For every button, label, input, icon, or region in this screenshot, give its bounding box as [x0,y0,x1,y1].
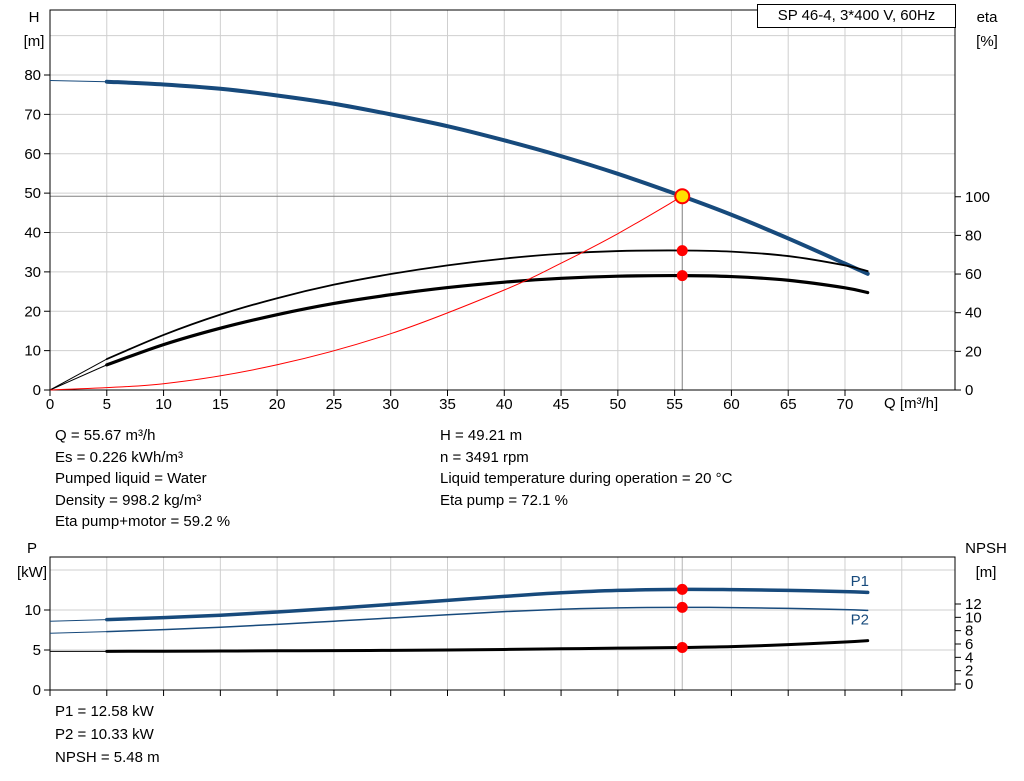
eta-axis-label-line1: eta [976,9,998,26]
svg-text:80: 80 [24,67,41,84]
svg-text:6: 6 [965,636,973,653]
q-axis-label: Q [m³/h] [884,395,939,412]
p-axis-label-line1: P [26,540,37,557]
h-axis-label-line2: [m] [23,33,45,50]
svg-text:0: 0 [46,396,54,413]
svg-text:4: 4 [965,649,973,666]
svg-text:12: 12 [965,596,982,613]
svg-text:45: 45 [553,396,570,413]
p-axis-label-line2: [kW] [17,564,47,581]
svg-text:40: 40 [965,305,982,322]
svg-text:0: 0 [965,382,973,399]
eta-axis-label-line2: [%] [976,33,998,50]
title-box: SP 46-4, 3*400 V, 60Hz [757,4,956,28]
svg-text:0: 0 [33,382,41,399]
svg-text:20: 20 [24,303,41,320]
h-axis-label: H [m] [12,6,56,54]
svg-text:70: 70 [837,396,854,413]
svg-text:60: 60 [723,396,740,413]
svg-text:10: 10 [24,343,41,360]
info-line-n: n = 3491 rpm [440,448,529,466]
svg-text:15: 15 [212,396,229,413]
duty-info-left: Q = 55.67 m³/h Es = 0.226 kWh/m³ Pumped … [55,425,230,533]
svg-text:35: 35 [439,396,456,413]
svg-text:100: 100 [965,189,990,206]
svg-text:10: 10 [155,396,172,413]
svg-text:25: 25 [326,396,343,413]
npsh-axis-label: NPSH [m] [956,537,1016,585]
svg-text:20: 20 [269,396,286,413]
duty-info-right: H = 49.21 m n = 3491 rpm Liquid temperat… [440,425,732,511]
svg-text:P2: P2 [851,611,869,628]
svg-text:55: 55 [666,396,683,413]
info-line-liquid: Pumped liquid = Water [55,470,207,487]
npsh-axis-label-line2: [m] [975,564,997,581]
svg-text:2: 2 [965,663,973,680]
info-line-es: Es = 0.226 kWh/m³ [55,448,183,466]
svg-text:60: 60 [24,146,41,163]
svg-text:30: 30 [382,396,399,413]
eta-axis-label: eta [%] [962,6,1012,54]
svg-text:80: 80 [965,227,982,244]
p-axis-label: P [kW] [10,537,54,585]
svg-text:70: 70 [24,106,41,123]
info-line-temperature: Liquid temperature during operation = 20… [440,470,733,487]
svg-text:10: 10 [965,609,982,626]
svg-text:65: 65 [780,396,797,413]
svg-text:P1: P1 [851,573,869,590]
svg-text:50: 50 [24,185,41,202]
svg-text:10: 10 [24,602,41,619]
svg-text:40: 40 [496,396,513,413]
svg-text:60: 60 [965,266,982,283]
h-axis-label-line1: H [28,9,40,26]
svg-text:50: 50 [610,396,627,413]
info-line-p1: P1 = 12.58 kW [55,703,154,720]
info-line-h: H = 49.21 m [440,427,523,444]
svg-text:40: 40 [24,225,41,242]
info-line-eta-pump: Eta pump = 72.1 % [440,491,568,509]
top-chart: 0 5 10 15 20 25 30 35 40 45 50 55 60 65 70 0 10 20 30 40 50 6… [24,9,990,413]
svg-text:8: 8 [965,623,973,640]
info-line-density: Density = 998.2 kg/m³ [55,491,202,509]
info-line-eta-pump-motor: Eta pump+motor = 59.2 % [55,513,231,530]
info-line-q: Q = 55.67 m³/h [55,427,156,444]
npsh-axis-label-line1: NPSH [965,540,1007,557]
info-line-p2: P2 = 10.33 kW [55,726,154,743]
info-line-npsh: NPSH = 5.48 m [55,749,160,766]
svg-text:30: 30 [24,264,41,281]
svg-text:0: 0 [33,682,41,699]
svg-text:0: 0 [965,676,973,693]
svg-text:20: 20 [965,343,982,360]
svg-text:5: 5 [103,396,111,413]
svg-text:5: 5 [33,642,41,659]
power-info: P1 = 12.58 kW P2 = 10.33 kW NPSH = 5.48 … [55,700,160,769]
